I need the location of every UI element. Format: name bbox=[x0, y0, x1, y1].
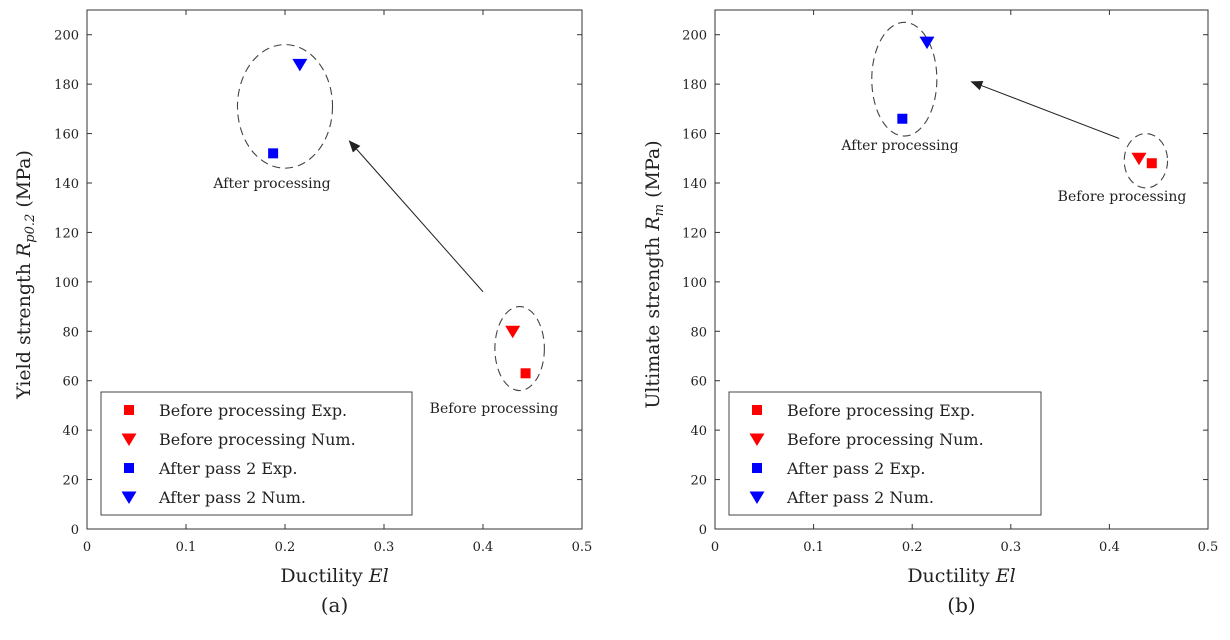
y-tick-label: 180 bbox=[54, 78, 79, 93]
y-tick-label: 200 bbox=[682, 29, 707, 44]
legend-marker-square bbox=[124, 463, 134, 473]
y-tick-label: 80 bbox=[690, 325, 707, 340]
y-tick-label: 200 bbox=[54, 29, 79, 44]
y-tick-label: 0 bbox=[71, 523, 79, 538]
data-point-square bbox=[1146, 158, 1157, 169]
data-point-square bbox=[520, 368, 531, 379]
x-tick-label: 0.2 bbox=[275, 540, 296, 555]
data-point-triangle-down bbox=[1131, 152, 1147, 166]
x-tick-label: 0 bbox=[83, 540, 91, 555]
legend-label: After pass 2 Exp. bbox=[158, 459, 297, 478]
y-axis-title-unit: (MPa) bbox=[642, 140, 664, 204]
legend-label: Before processing Exp. bbox=[159, 401, 347, 420]
y-tick-label: 0 bbox=[699, 523, 707, 538]
y-axis-title-sub: m bbox=[652, 204, 667, 216]
data-point-triangle-down bbox=[505, 325, 521, 339]
x-tick-label: 0.1 bbox=[803, 540, 824, 555]
y-tick-label: 140 bbox=[682, 177, 707, 192]
trend-arrow bbox=[348, 140, 484, 293]
legend-marker-triangle-down bbox=[749, 433, 765, 446]
plot-frame bbox=[86, 9, 583, 530]
x-axis-title: Ductility El bbox=[907, 565, 1015, 587]
data-point-square bbox=[268, 148, 279, 159]
legend-box bbox=[100, 391, 413, 516]
group-label: After processing bbox=[212, 176, 330, 192]
x-tick-label: 0.4 bbox=[1099, 540, 1120, 555]
x-tick-label: 0.5 bbox=[1198, 540, 1219, 555]
x-axis-title-math: El bbox=[995, 565, 1016, 587]
group-label: After processing bbox=[840, 138, 958, 154]
y-tick-label: 140 bbox=[54, 177, 79, 192]
data-point-triangle-down bbox=[292, 58, 308, 72]
y-tick-label: 40 bbox=[690, 424, 707, 439]
y-tick-label: 160 bbox=[54, 128, 79, 143]
x-tick-label: 0.5 bbox=[572, 540, 593, 555]
y-axis-title-unit: (MPa) bbox=[13, 150, 35, 214]
y-tick-label: 60 bbox=[690, 375, 707, 390]
legend-marker-square bbox=[124, 405, 134, 415]
panel-label: (b) bbox=[947, 593, 975, 617]
legend-label: After pass 2 Num. bbox=[158, 488, 306, 507]
data-point-triangle-down bbox=[919, 36, 935, 50]
x-axis-title-text: Ductility bbox=[907, 565, 995, 587]
plot-frame bbox=[714, 9, 1209, 530]
chart-panel-2: 0 0.1 0.2 0.3 0.4 0.5 0 20 40 60 80 100 120 140 160 180… bbox=[642, 9, 1219, 617]
legend: Before processing Exp. Before processing … bbox=[100, 391, 413, 516]
legend-label: Before processing Exp. bbox=[787, 401, 975, 420]
group-ellipse bbox=[494, 306, 545, 392]
y-axis-title-math: R bbox=[642, 216, 664, 231]
x-tick-label: 0.4 bbox=[473, 540, 494, 555]
legend: Before processing Exp. Before processing … bbox=[728, 391, 1042, 516]
x-axis-title-math: El bbox=[368, 565, 389, 587]
y-axis-title-text: Ultimate strength bbox=[642, 231, 664, 409]
group-ellipse bbox=[1123, 133, 1169, 189]
legend-label: Before processing Num. bbox=[787, 430, 984, 449]
legend-label: Before processing Num. bbox=[159, 430, 356, 449]
y-axis-title-math: R bbox=[13, 243, 35, 258]
x-tick-label: 0 bbox=[711, 540, 719, 555]
chart-panel-1: 0 0.1 0.2 0.3 0.4 0.5 0 20 40 60 80 100 120 140 160 180… bbox=[13, 9, 593, 617]
x-axis-title: Ductility El bbox=[280, 565, 388, 587]
y-tick-label: 120 bbox=[54, 226, 79, 241]
y-tick-label: 40 bbox=[62, 424, 79, 439]
trend-arrow bbox=[970, 80, 1120, 139]
x-tick-label: 0.3 bbox=[1000, 540, 1021, 555]
x-tick-label: 0.3 bbox=[374, 540, 395, 555]
x-tick-label: 0.2 bbox=[902, 540, 923, 555]
y-tick-label: 180 bbox=[682, 78, 707, 93]
legend-marker-square bbox=[752, 405, 762, 415]
y-tick-label: 100 bbox=[682, 276, 707, 291]
legend-marker-triangle-down bbox=[749, 491, 765, 504]
y-tick-label: 20 bbox=[62, 474, 79, 489]
data-point-square bbox=[897, 113, 908, 124]
group-label: Before processing bbox=[430, 401, 559, 417]
legend-marker-triangle-down bbox=[121, 433, 137, 446]
legend-box bbox=[728, 391, 1042, 516]
group-ellipse bbox=[871, 21, 938, 137]
y-tick-label: 20 bbox=[690, 474, 707, 489]
y-tick-label: 100 bbox=[54, 276, 79, 291]
legend-marker-triangle-down bbox=[121, 491, 137, 504]
y-axis-title-sub: p0.2 bbox=[23, 214, 38, 243]
y-tick-label: 120 bbox=[682, 226, 707, 241]
legend-label: After pass 2 Exp. bbox=[786, 459, 925, 478]
y-tick-label: 60 bbox=[62, 375, 79, 390]
x-axis-title-text: Ductility bbox=[280, 565, 368, 587]
y-tick-label: 80 bbox=[62, 325, 79, 340]
legend-label: After pass 2 Num. bbox=[786, 488, 934, 507]
panel-label: (a) bbox=[321, 593, 349, 617]
x-tick-label: 0.1 bbox=[176, 540, 197, 555]
group-label: Before processing bbox=[1058, 189, 1187, 205]
group-ellipse bbox=[236, 44, 334, 169]
legend-marker-square bbox=[752, 463, 762, 473]
y-tick-label: 160 bbox=[682, 128, 707, 143]
y-axis-title-text: Yield strength bbox=[13, 257, 35, 400]
y-axis-title: Yield strength Rp0.2 (MPa) bbox=[13, 150, 38, 400]
y-axis-title: Ultimate strength Rm (MPa) bbox=[642, 140, 667, 408]
